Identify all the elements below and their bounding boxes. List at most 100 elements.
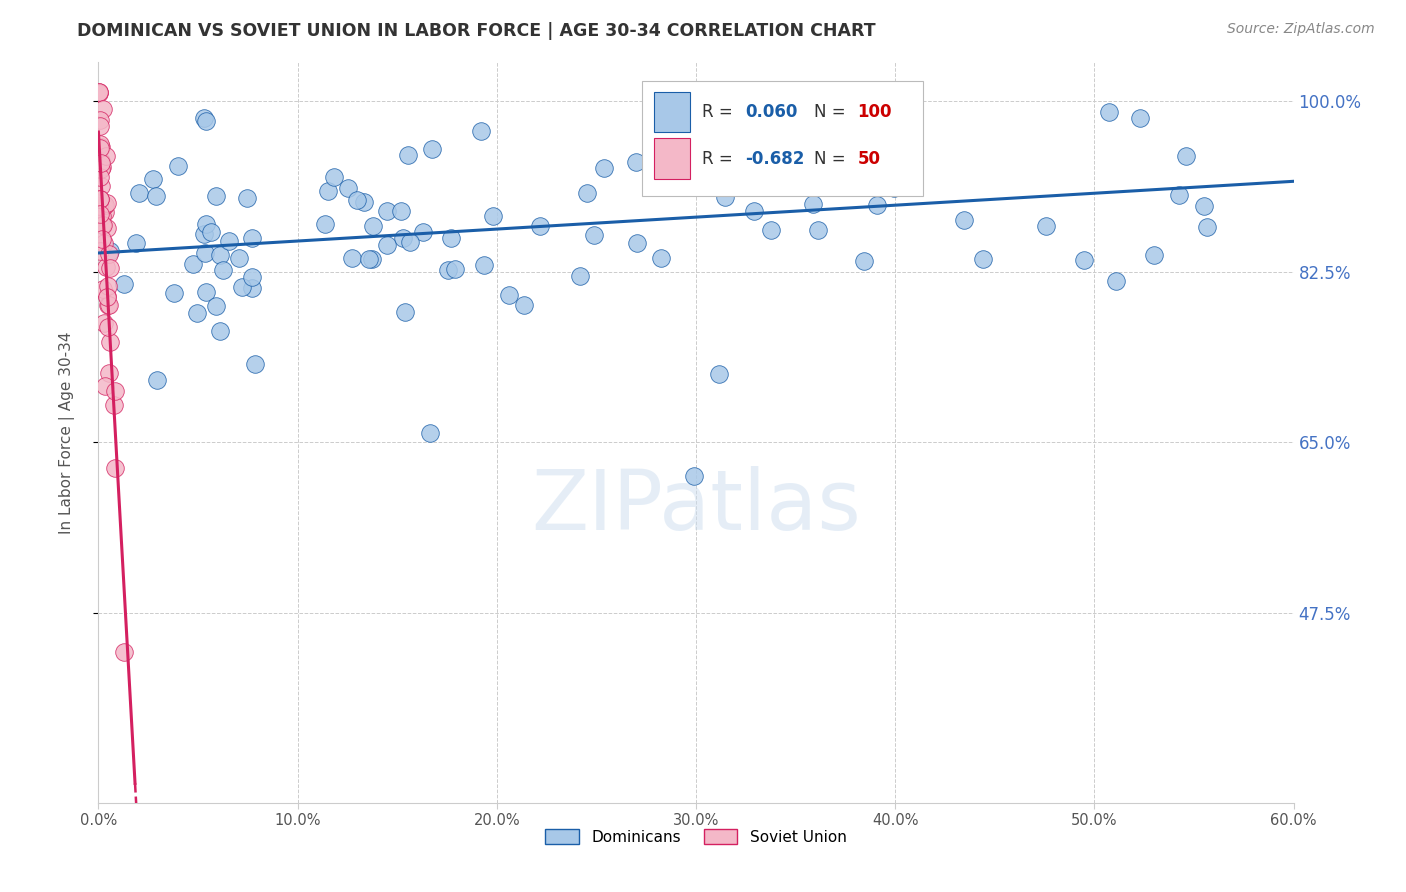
Point bbox=[1194, 199, 1216, 213]
Point bbox=[104, 460, 127, 475]
Point bbox=[569, 268, 592, 283]
Point bbox=[396, 148, 419, 162]
Point bbox=[145, 189, 167, 203]
Text: 50: 50 bbox=[858, 150, 880, 168]
Text: -0.682: -0.682 bbox=[745, 150, 804, 168]
Point bbox=[96, 196, 118, 211]
Point bbox=[243, 357, 266, 371]
Text: 100: 100 bbox=[858, 103, 891, 121]
Point bbox=[97, 298, 120, 312]
Point bbox=[1098, 105, 1121, 120]
Point bbox=[1105, 274, 1128, 288]
Point bbox=[866, 198, 889, 212]
Point bbox=[686, 163, 709, 178]
Point bbox=[87, 199, 110, 213]
Point bbox=[205, 300, 228, 314]
Point bbox=[87, 85, 110, 99]
Point bbox=[90, 154, 112, 169]
Point bbox=[163, 285, 186, 300]
Point bbox=[212, 263, 235, 277]
Point bbox=[93, 316, 115, 330]
Point bbox=[90, 179, 112, 194]
Point bbox=[194, 217, 217, 231]
Point bbox=[683, 89, 706, 103]
Point bbox=[575, 186, 598, 201]
Point bbox=[323, 170, 346, 185]
Point bbox=[97, 320, 120, 334]
Point bbox=[314, 217, 336, 231]
Text: ZIPatlas: ZIPatlas bbox=[531, 467, 860, 547]
Point bbox=[626, 235, 648, 250]
Point bbox=[361, 252, 384, 266]
Point bbox=[125, 235, 148, 250]
Point bbox=[90, 140, 112, 154]
Point bbox=[96, 279, 118, 293]
Point bbox=[759, 223, 782, 237]
Point bbox=[94, 204, 117, 219]
Point bbox=[399, 235, 422, 249]
Point bbox=[186, 306, 208, 320]
Point bbox=[94, 260, 117, 274]
Point bbox=[194, 246, 217, 260]
Point bbox=[193, 111, 215, 125]
Point bbox=[91, 209, 114, 223]
Point bbox=[91, 102, 114, 116]
Text: N =: N = bbox=[814, 150, 851, 168]
Point bbox=[98, 366, 121, 380]
Point bbox=[738, 85, 761, 99]
Bar bbox=[654, 138, 690, 179]
Point bbox=[200, 225, 222, 239]
Point bbox=[89, 156, 111, 170]
Point bbox=[228, 252, 250, 266]
Point bbox=[195, 113, 218, 128]
Point bbox=[89, 207, 111, 221]
Point bbox=[853, 254, 876, 268]
Point bbox=[883, 181, 905, 195]
Point bbox=[1143, 248, 1166, 262]
Point bbox=[353, 195, 375, 210]
Point bbox=[375, 203, 398, 218]
Point bbox=[236, 191, 259, 205]
Point bbox=[714, 190, 737, 204]
Point bbox=[412, 225, 434, 239]
Point bbox=[96, 221, 118, 235]
Point bbox=[851, 104, 873, 119]
Point bbox=[357, 252, 380, 267]
Point bbox=[195, 285, 218, 299]
Point bbox=[97, 247, 120, 261]
Point bbox=[209, 248, 232, 262]
Point bbox=[742, 203, 765, 218]
Point bbox=[1073, 253, 1095, 268]
Legend: Dominicans, Soviet Union: Dominicans, Soviet Union bbox=[540, 822, 852, 851]
Point bbox=[1035, 219, 1057, 233]
Point bbox=[529, 219, 551, 234]
Point bbox=[91, 219, 114, 233]
Point bbox=[650, 251, 672, 265]
Point bbox=[498, 288, 520, 302]
Point bbox=[94, 378, 117, 392]
Point bbox=[87, 85, 110, 99]
Point bbox=[89, 141, 111, 155]
Point bbox=[90, 218, 112, 232]
Point bbox=[93, 236, 115, 251]
Point bbox=[804, 144, 827, 158]
Point bbox=[342, 251, 364, 265]
Text: R =: R = bbox=[702, 103, 738, 121]
Point bbox=[91, 232, 114, 246]
Point bbox=[801, 197, 824, 211]
Point bbox=[419, 425, 441, 440]
Point bbox=[89, 137, 111, 152]
Point bbox=[96, 289, 118, 303]
Point bbox=[167, 159, 190, 173]
Point bbox=[470, 123, 492, 137]
Point bbox=[437, 263, 460, 277]
Point bbox=[89, 244, 111, 258]
Point bbox=[97, 298, 120, 312]
Point bbox=[481, 210, 503, 224]
Point bbox=[87, 86, 110, 100]
Point bbox=[394, 305, 416, 319]
Point bbox=[128, 186, 150, 200]
Point bbox=[583, 227, 606, 242]
Point bbox=[112, 645, 135, 659]
Point bbox=[89, 113, 111, 128]
